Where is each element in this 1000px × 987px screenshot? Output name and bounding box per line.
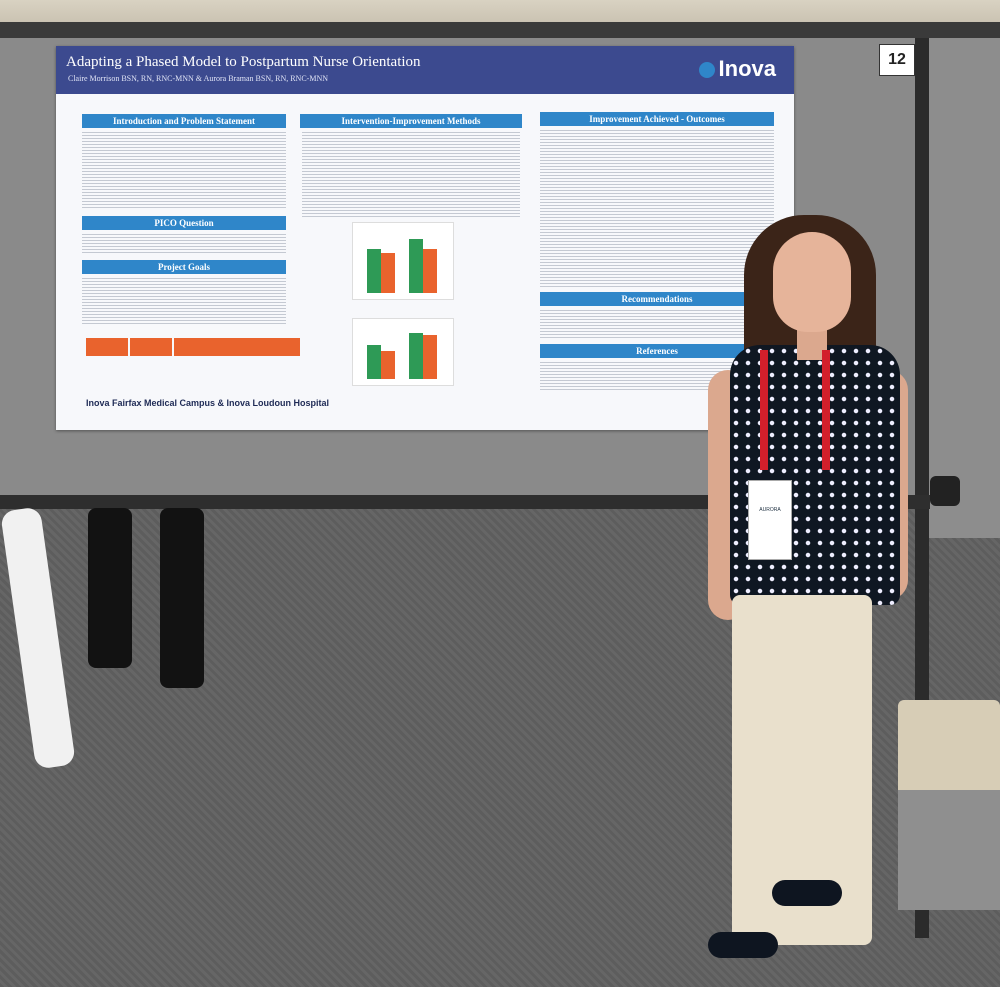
presenter-polka-dot-top xyxy=(730,345,900,605)
flow-step xyxy=(174,338,216,356)
flow-step xyxy=(216,338,258,356)
presenter-shoe xyxy=(708,932,778,958)
section-outcomes: Improvement Achieved - Outcomes xyxy=(540,112,774,126)
flow-step xyxy=(86,338,128,356)
pico-text xyxy=(82,232,286,254)
section-methods: Intervention-Improvement Methods xyxy=(300,114,522,128)
chart-bar xyxy=(367,345,381,379)
methods-text xyxy=(302,130,520,218)
badge-name: AURORA xyxy=(759,507,781,513)
outcomes-text xyxy=(540,128,774,288)
poster-footer: Inova Fairfax Medical Campus & Inova Lou… xyxy=(86,398,330,408)
section-references: References xyxy=(540,344,774,358)
red-lanyard xyxy=(760,350,830,470)
inova-logo: Inova xyxy=(698,56,776,82)
research-poster: Adapting a Phased Model to Postpartum Nu… xyxy=(56,46,794,430)
section-recommendations: Recommendations xyxy=(540,292,774,306)
display-frame-top xyxy=(0,22,1000,38)
name-badge: AURORA xyxy=(748,480,792,560)
chart-bar xyxy=(423,335,437,379)
presenter-face xyxy=(773,232,851,332)
goals-text xyxy=(82,276,286,324)
booth-number-sign: 12 xyxy=(879,44,915,76)
section-goals: Project Goals xyxy=(82,260,286,274)
poster-authors: Claire Morrison BSN, RN, RNC-MNN & Auror… xyxy=(68,74,328,83)
presenter-shoe xyxy=(772,880,842,906)
figure-2-chart xyxy=(352,318,454,386)
chart-bar xyxy=(409,239,423,293)
background-person xyxy=(88,508,218,698)
chart-bar xyxy=(381,351,395,379)
section-pico: PICO Question xyxy=(82,216,286,230)
flow-step xyxy=(258,338,300,356)
chart-bar xyxy=(423,249,437,293)
recommendations-text xyxy=(540,308,774,340)
adjacent-poster-board xyxy=(921,38,1000,538)
section-intro: Introduction and Problem Statement xyxy=(82,114,286,128)
logo-text: Inova xyxy=(718,56,776,81)
chart-bar xyxy=(367,249,381,293)
poster-title: Adapting a Phased Model to Postpartum Nu… xyxy=(66,54,421,70)
poster-header: Adapting a Phased Model to Postpartum Nu… xyxy=(56,46,794,94)
inova-logo-icon xyxy=(698,62,715,79)
board-clamp xyxy=(930,476,960,506)
figure-1-chart xyxy=(352,222,454,300)
chart-bar xyxy=(381,253,395,293)
background-person-leg xyxy=(88,508,132,668)
intro-text xyxy=(82,130,286,210)
board-bottom-bar xyxy=(0,495,930,509)
flow-step xyxy=(130,338,172,356)
trash-can xyxy=(898,790,1000,910)
background-person-leg xyxy=(160,508,204,688)
chart-bar xyxy=(409,333,423,379)
trash-bag xyxy=(898,700,1000,800)
